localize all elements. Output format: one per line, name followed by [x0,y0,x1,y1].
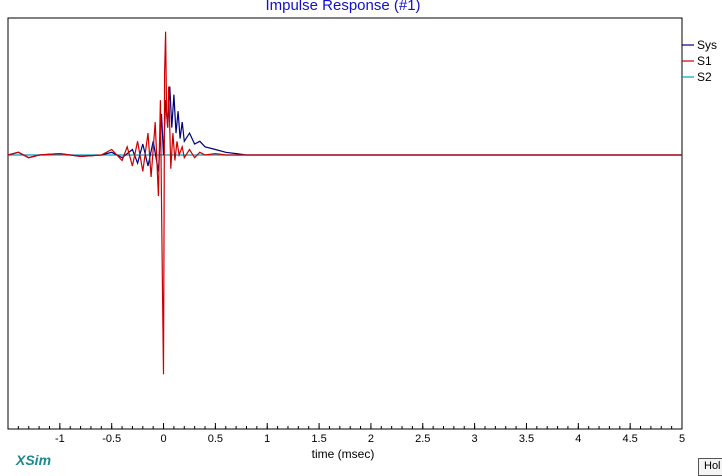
chart-title: Impulse Response (#1) [265,0,421,14]
x-tick-label: 2 [368,433,374,445]
x-axis-ticks: -1 -0.5 0 0.5 1 1.5 2 2.5 3 3.5 4 4.5 5 [7,423,685,445]
legend-label: S2 [697,70,712,84]
x-tick-label: 2.5 [415,433,430,445]
x-tick-label: 4 [575,433,581,445]
legend-label: S1 [697,54,712,68]
series-group [7,31,682,375]
x-axis-label: time (msec) [311,447,375,461]
series-line-sys [7,86,682,172]
x-tick-label: 3.5 [519,433,534,445]
brand-logo: XSim [16,452,52,468]
x-tick-label: 1.5 [311,433,326,445]
x-tick-label: -0.5 [102,433,121,445]
x-tick-label: 0 [160,433,166,445]
plot-frame [7,17,683,430]
x-tick-label: -1 [55,433,65,445]
legend: Sys S1 S2 [682,38,717,84]
x-tick-label: 5 [679,433,685,445]
x-tick-label: 3 [472,433,478,445]
hold-button[interactable]: Hol [698,458,722,476]
legend-label: Sys [697,38,717,52]
x-tick-label: 4.5 [623,433,638,445]
x-tick-label: 1 [264,433,270,445]
series-line-s1 [7,31,682,375]
x-tick-label: 0.5 [208,433,223,445]
